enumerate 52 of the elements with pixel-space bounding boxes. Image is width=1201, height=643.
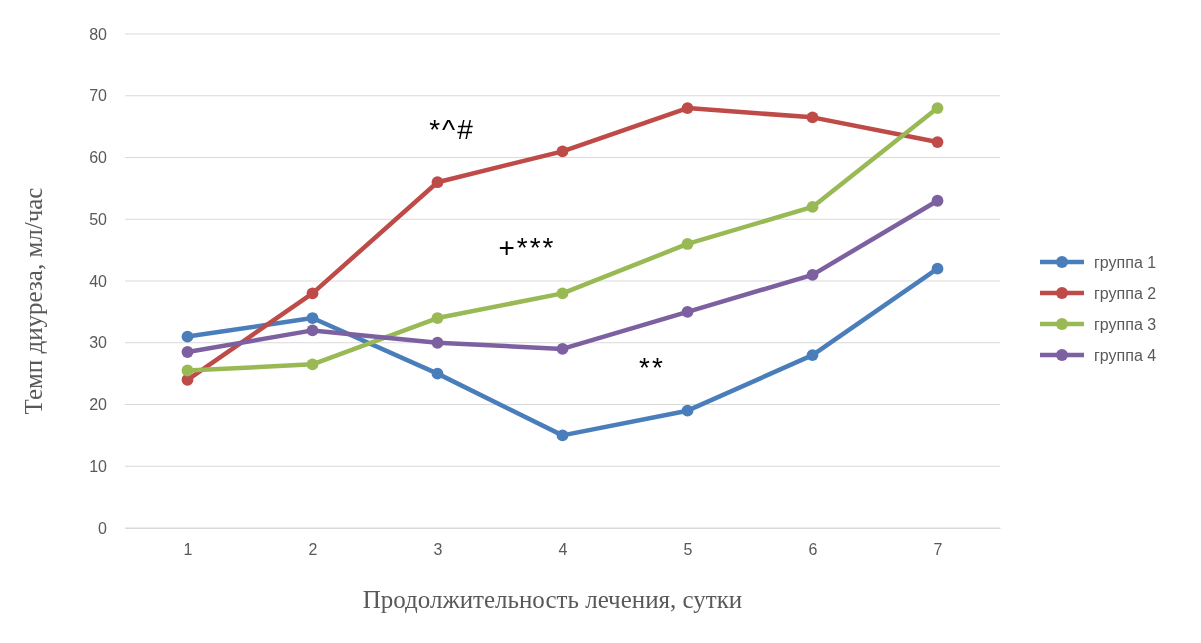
point [806, 200, 819, 213]
point [431, 336, 444, 349]
x-axis-title: Продолжительность лечения, сутки [362, 586, 743, 613]
x-tick-label: 4 [558, 541, 568, 559]
point [181, 330, 194, 343]
point [931, 262, 944, 275]
point [431, 367, 444, 380]
point [681, 404, 694, 417]
x-tick-label: 1 [183, 541, 193, 559]
point [556, 145, 569, 158]
point [681, 238, 694, 250]
point [931, 194, 944, 207]
annotation: *^# [429, 114, 475, 146]
legend-label: группа 4 [1094, 346, 1157, 364]
y-tick-label: 70 [89, 87, 108, 105]
point [306, 324, 319, 337]
point [681, 305, 694, 318]
x-tick-label: 6 [808, 541, 818, 559]
point [556, 429, 569, 442]
y-tick-label: 10 [89, 457, 108, 475]
y-tick-label: 50 [89, 210, 108, 228]
y-tick-label: 0 [98, 519, 108, 537]
point [431, 176, 444, 189]
point [806, 111, 819, 124]
point [181, 346, 194, 358]
y-tick-label: 80 [89, 25, 108, 43]
y-tick-label: 40 [89, 272, 108, 290]
point [306, 287, 319, 300]
x-tick-label: 5 [683, 541, 693, 559]
point [306, 312, 319, 324]
point [931, 102, 944, 115]
x-tick-label: 3 [433, 541, 443, 559]
point [931, 136, 944, 148]
point [806, 268, 819, 281]
annotation: ** [639, 352, 665, 384]
y-tick-label: 60 [89, 149, 108, 167]
y-tick-label: 30 [89, 334, 108, 352]
x-tick-label: 7 [933, 541, 943, 559]
point [306, 358, 319, 371]
y-axis-title: Темп диуреза, мл/час [20, 187, 47, 415]
point [431, 312, 444, 324]
y-tick-label: 20 [89, 396, 108, 414]
point [556, 287, 569, 300]
point [806, 349, 819, 362]
annotation: +*** [498, 232, 556, 264]
legend-label: группа 1 [1094, 253, 1157, 271]
point [681, 102, 694, 115]
legend-label: группа 3 [1094, 315, 1157, 333]
x-tick-label: 2 [308, 541, 318, 559]
point [181, 364, 194, 377]
point [556, 343, 569, 355]
legend-label: группа 2 [1094, 284, 1157, 302]
